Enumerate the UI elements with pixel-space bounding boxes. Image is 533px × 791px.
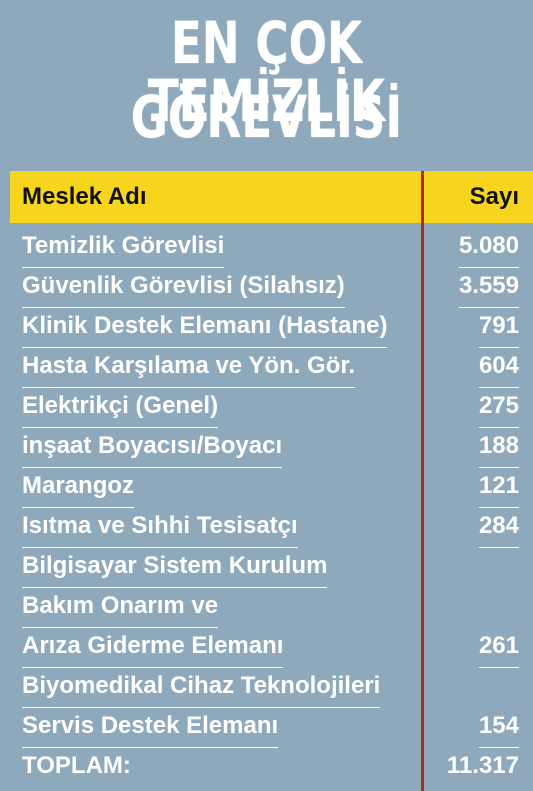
row-name: Bakım Onarım ve xyxy=(22,586,219,628)
table-row: Hasta Karşılama ve Yön. Gör. 604 xyxy=(10,346,533,388)
row-value: 791 xyxy=(478,306,519,348)
row-name: Klinik Destek Elemanı (Hastane) xyxy=(22,306,388,348)
total-row: TOPLAM: 11.317 xyxy=(10,746,533,786)
row-name: Isıtma ve Sıhhi Tesisatçı xyxy=(22,506,298,548)
row-value: 154 xyxy=(478,706,519,748)
table-row: Güvenlik Görevlisi (Silahsız) 3.559 xyxy=(10,266,533,308)
table-header: Meslek Adı Sayı xyxy=(10,171,533,223)
row-value: 275 xyxy=(478,386,519,428)
row-name: Temizlik Görevlisi xyxy=(22,226,225,268)
table-row: Biyomedikal Cihaz Teknolojileri Servis De… xyxy=(10,666,533,748)
row-value: 284 xyxy=(478,506,519,548)
column-divider xyxy=(421,171,424,791)
page-title-line-1: EN ÇOK TEMİZLİK xyxy=(147,9,386,135)
row-name: Marangoz xyxy=(22,466,135,508)
table-row: Bilgisayar Sistem Kurulum Bakım Onarım ve… xyxy=(10,546,533,668)
table-row: Klinik Destek Elemanı (Hastane) 791 xyxy=(10,306,533,348)
total-value: 11.317 xyxy=(446,752,519,779)
row-name: Servis Destek Elemanı xyxy=(22,706,279,748)
row-name: Biyomedikal Cihaz Teknolojileri xyxy=(22,666,381,708)
total-label: TOPLAM: xyxy=(22,752,131,779)
table-row: Marangoz 121 xyxy=(10,466,533,508)
column-header-name: Meslek Adı xyxy=(22,183,147,210)
row-value: 261 xyxy=(478,626,519,668)
row-name: Elektrikçi (Genel) xyxy=(22,386,219,428)
row-name: Arıza Giderme Elemanı xyxy=(22,626,284,668)
table-row: Temizlik Görevlisi 5.080 xyxy=(10,226,533,268)
row-name: inşaat Boyacısı/Boyacı xyxy=(22,426,283,468)
row-value: 5.080 xyxy=(458,226,519,268)
table-row: Isıtma ve Sıhhi Tesisatçı 284 xyxy=(10,506,533,548)
row-value: 604 xyxy=(478,346,519,388)
table-row: inşaat Boyacısı/Boyacı 188 xyxy=(10,426,533,468)
row-name: Hasta Karşılama ve Yön. Gör. xyxy=(22,346,356,388)
table-row: Elektrikçi (Genel) 275 xyxy=(10,386,533,428)
row-value: 3.559 xyxy=(458,266,519,308)
row-value: 121 xyxy=(478,466,519,508)
row-name: Bilgisayar Sistem Kurulum xyxy=(22,546,328,588)
row-value: 188 xyxy=(478,426,519,468)
column-header-value: Sayı xyxy=(469,183,519,210)
page-title-line-2: GÖREVLİSİ xyxy=(130,83,403,151)
row-name: Güvenlik Görevlisi (Silahsız) xyxy=(22,266,345,308)
